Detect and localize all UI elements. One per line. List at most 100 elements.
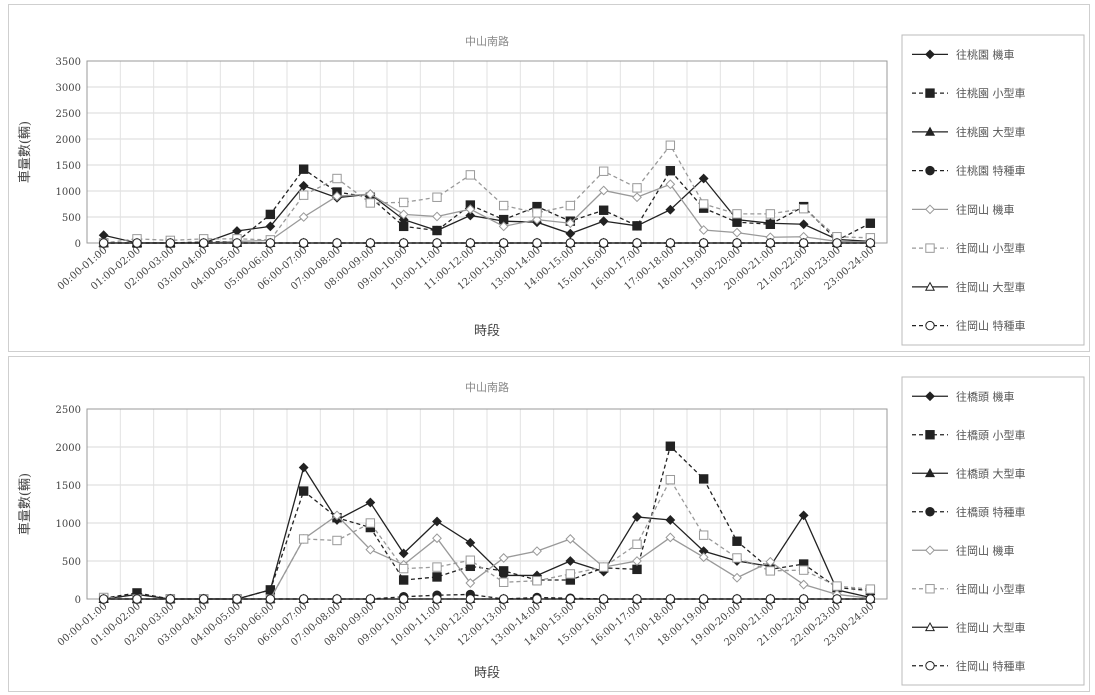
top-series-7-point-15: [598, 238, 609, 248]
bottom-title: 中山南路: [465, 381, 509, 394]
bottom-series-5-point-20: [765, 566, 776, 576]
top-legend-label-6: 往岡山 大型車: [956, 280, 1026, 294]
top-series-5-point-16: [632, 183, 642, 193]
top-legend-label-0: 往桃園 機車: [956, 47, 1015, 61]
bottom-series-5-point-10: [432, 562, 442, 572]
bottom-ytick-5: 2500: [56, 405, 81, 416]
top-legend-label-5: 往岡山 小型車: [956, 241, 1026, 255]
top-series-1-point-9: [398, 221, 409, 232]
bottom-series-5-point-17: [665, 474, 676, 485]
top-legend-marker-2: [924, 126, 936, 136]
top-series-7-point-1: [132, 238, 142, 248]
top-series-7-point-22: [832, 238, 842, 248]
bottom-series-5-point-9: [398, 563, 409, 574]
top-series-4-point-7: [332, 191, 342, 202]
top-ytick-1: 500: [62, 213, 81, 224]
bottom-series-7-point-8: [365, 594, 376, 604]
top-legend-marker-5: [925, 243, 935, 253]
bottom-series-5-point-19: [732, 553, 742, 563]
bottom-series-5-point-6: [298, 534, 309, 544]
bottom-series-7-point-20: [765, 594, 776, 604]
bottom-series-5-point-13: [532, 576, 542, 586]
bottom-series-0-point-21: [798, 510, 809, 521]
bottom-series-5-point-7: [332, 535, 342, 546]
top-series-7-point-18: [698, 238, 709, 248]
top-series-0-point-15: [598, 216, 609, 227]
top-ytick-6: 3000: [56, 83, 81, 94]
top-series-4-line: [103, 183, 871, 244]
top-series-5-point-9: [398, 197, 409, 208]
bottom-series-5-point-22: [832, 581, 842, 591]
top-series-1-point-15: [598, 205, 609, 215]
top-legend-marker-3: [925, 165, 935, 176]
bottom-series-4-point-17: [665, 532, 676, 543]
bottom-series-7-point-15: [598, 594, 609, 604]
bottom-series-7-point-21: [798, 594, 809, 604]
top-series-5-point-11: [465, 170, 476, 180]
top-series-1-point-20: [765, 219, 776, 229]
top-ytick-3: 1500: [56, 161, 81, 172]
bottom-series-4-point-10: [432, 533, 442, 544]
bottom-legend-label-2: 往橋頭 大型車: [956, 466, 1026, 480]
bottom-legend-label-0: 往橋頭 機車: [956, 389, 1015, 403]
top-series-5-point-8: [365, 198, 376, 208]
bottom-legend-marker-6: [924, 622, 936, 632]
top-series-1-point-23: [865, 218, 876, 228]
top-series-4-point-11: [465, 204, 476, 215]
bottom-series-4-point-18: [698, 552, 709, 563]
bottom-series-7-point-7: [332, 594, 342, 604]
top-legend-marker-7: [925, 320, 935, 331]
chart-bottom: 中山南路05001000150020002500車量數(輛)00:00-01:0…: [18, 376, 1085, 686]
top-legend-marker-4: [925, 204, 935, 215]
top-series-4-point-17: [665, 179, 676, 190]
bottom-series-4-point-14: [565, 534, 576, 544]
top-series-7-point-21: [798, 238, 809, 248]
top-series-0-point-6: [298, 180, 309, 191]
bottom-series-5-point-16: [632, 539, 642, 549]
top-series-7-point-3: [198, 238, 209, 248]
top-series-0-point-11: [465, 210, 476, 221]
chart-top: 中山南路0500100015002000250030003500車量數(輛)00…: [18, 34, 1085, 346]
bottom-series-7-point-4: [232, 594, 242, 604]
top-series-5-point-7: [332, 173, 342, 184]
top-series-1-point-19: [732, 217, 742, 227]
top-series-4-point-19: [732, 227, 742, 238]
top-legend-marker-1: [925, 88, 935, 98]
bottom-ylabel: 車量數(輛): [18, 473, 33, 535]
top-xlabel: 時段: [474, 324, 500, 339]
bottom-series-4-point-13: [532, 546, 542, 557]
top-series-7-point-11: [465, 238, 476, 248]
top-series-5-point-6: [298, 190, 309, 200]
bottom-series-7-point-3: [198, 594, 209, 604]
top-legend-label-4: 往岡山 機車: [956, 202, 1015, 216]
bottom-series-4-point-8: [365, 544, 376, 555]
top-series-4-point-12: [498, 221, 509, 232]
bottom-series-5-point-15: [598, 562, 609, 572]
bottom-legend-label-7: 往岡山 特種車: [956, 659, 1026, 673]
bottom-legend-label-1: 往橋頭 小型車: [956, 428, 1026, 442]
top-series-7: [98, 238, 876, 248]
top-ytick-2: 1000: [56, 187, 81, 198]
bottom-series-7-point-6: [298, 594, 309, 604]
top-series-1-point-5: [265, 209, 276, 220]
bottom-legend-marker-0: [925, 391, 935, 402]
bottom-series-1-point-9: [398, 575, 409, 585]
top-legend-label-3: 往桃園 特種車: [956, 164, 1026, 178]
bottom-ytick-3: 1500: [56, 481, 81, 492]
bottom-series-1-point-16: [632, 564, 642, 575]
top-ytick-5: 2500: [56, 109, 81, 120]
top-series-4-point-9: [398, 209, 409, 220]
bottom-series-7-point-2: [165, 594, 176, 604]
top-legend-label-7: 往岡山 特種車: [956, 319, 1026, 333]
bottom-series-0-point-8: [365, 497, 376, 508]
chart-panel-top: 中山南路 0 500 1000 1500 2000 2500 3000 3500 車量數(輛) 00…: [8, 4, 1090, 352]
top-series-1-point-16: [632, 221, 642, 231]
bottom-series-7-point-11: [465, 594, 476, 604]
bottom-series-7-point-0: [98, 594, 109, 604]
bottom-series-0-point-6: [298, 462, 309, 473]
top-series-7-point-16: [632, 238, 642, 248]
top-series-7-point-4: [232, 238, 242, 248]
top-series-7-point-6: [298, 238, 309, 248]
top-series-5-line: [103, 144, 871, 244]
bottom-series-1-point-12: [498, 566, 509, 576]
